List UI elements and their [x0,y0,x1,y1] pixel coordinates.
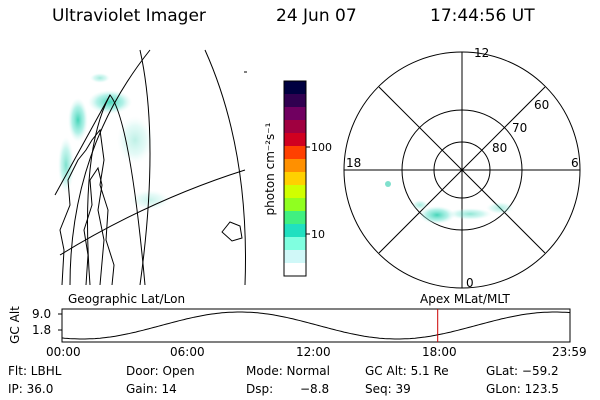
aurora-emission [88,90,132,114]
colorbar-segment [284,172,306,186]
mlt-label-0: 0 [466,276,474,290]
colorbar-segment [284,159,306,173]
gc-alt-info: GC Alt: 5.1 Re [365,364,449,378]
glat-info: GLat: −59.2 [486,364,559,378]
polar-aurora-emission [412,200,428,210]
mlat-label-60: 60 [534,98,550,112]
coastline-island [221,221,243,242]
colorbar-segment [284,250,306,264]
geographic-label: Geographic Lat/Lon [68,292,186,306]
colorbar-segment [284,146,306,160]
instrument-title: Ultraviolet Imager [52,6,206,26]
mlt-label-12: 12 [474,46,490,60]
seq-info: Seq: 39 [365,382,411,396]
colorbar-frame [283,80,307,277]
polar-aurora-emission [385,181,391,187]
altitude-curve [61,311,571,340]
colorbar-segment [284,185,306,199]
alt-tick-9: 9.0 [32,307,52,321]
time-tick-2359: 23:59 [552,345,587,359]
time-tick-1800: 18:00 [422,345,457,359]
gc-alt-axis-label: GC Alt [8,306,22,344]
geographic-map [54,49,247,285]
door-info: Door: Open [126,364,195,378]
mlt-label-18: 18 [346,156,362,170]
meridian-line [139,49,151,285]
colorbar-segment [284,198,306,212]
ip-info: IP: 36.0 [8,382,54,396]
colorbar-units-label: photon cm⁻²s⁻¹ [263,122,277,216]
colorbar-segment [284,263,306,277]
meridian-line [204,49,246,285]
time-tick-1200: 12:00 [296,345,331,359]
altitude-plot-frame [61,308,571,343]
polar-plot [343,51,581,289]
altitude-plot [58,308,571,343]
glon-info: GLon: 123.5 [486,382,559,396]
mlt-label-6: 6 [571,156,579,170]
observation-time: 17:44:56 UT [430,6,535,26]
parallel-line [59,169,246,256]
colorbar-tick-100: 100 [311,141,332,154]
parallel-line [54,94,111,196]
aurora-emission [90,73,110,83]
colorbar-segment [284,133,306,147]
polar-diagonal [378,86,546,254]
mlat-label-80: 80 [492,141,508,155]
dsp-label: Dsp: [246,382,274,396]
colorbar-segment [284,211,306,225]
colorbar-segment [284,224,306,238]
colorbar [283,80,310,277]
aurora-emission [117,116,153,164]
colorbar-segment [284,94,306,108]
polar-aurora-emission [486,202,514,214]
gain-info: Gain: 14 [126,382,177,396]
coastline [83,166,105,285]
filter-info: Flt: LBHL [8,364,62,378]
colorbar-tick-10: 10 [311,228,325,241]
coastline [59,128,115,285]
meridian-line [69,49,151,285]
colorbar-segment [284,120,306,134]
aurora-emission [68,98,88,142]
alt-tick-1-8: 1.8 [32,323,52,337]
time-tick-0000: 00:00 [46,345,81,359]
observation-date: 24 Jun 07 [276,6,357,26]
dsp-value: −8.8 [300,382,330,396]
colorbar-segment [284,237,306,251]
mlat-label-70: 70 [512,121,528,135]
apex-label: Apex MLat/MLT [420,292,510,306]
time-tick-0600: 06:00 [170,345,205,359]
polar-aurora-emission [448,208,492,220]
colorbar-segment [284,81,306,95]
colorbar-segment [284,107,306,121]
mode-info: Mode: Normal [246,364,330,378]
polar-aurora-emission [419,206,455,224]
aurora-emission [58,137,74,193]
aurora-emission [130,190,170,210]
